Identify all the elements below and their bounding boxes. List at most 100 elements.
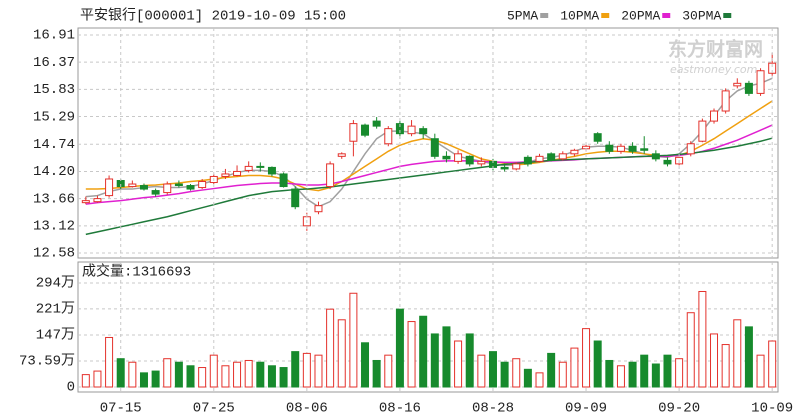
x-tick-label: 10-09 [751,401,793,417]
legend-label: 10PMA [560,8,599,23]
candle-body [395,123,404,135]
y-tick-label: 14.74 [33,137,75,153]
volume-bar [302,352,311,388]
volume-bar [314,354,323,388]
volume-bar [570,347,579,388]
volume-bar [710,333,719,388]
y-tick-label: 16.37 [33,55,75,71]
candle-body [430,138,439,157]
candle-body [326,163,335,188]
candle-body [151,190,160,195]
watermark: 东方财富网 [668,38,763,61]
x-tick-label: 08-06 [286,401,328,417]
volume-bar [279,367,288,388]
candle-body [570,149,579,155]
price-frame [77,27,779,259]
candle-body [384,128,393,145]
x-tick-label: 08-16 [379,401,421,417]
x-tick-label: 07-15 [100,401,142,417]
candle-body [663,159,672,165]
volume-bar [361,342,370,388]
candle-body [372,120,381,127]
candle-body [267,166,276,175]
volume-bar [233,361,242,388]
y-tick-label: 12.58 [33,246,75,262]
candle-body [558,153,567,160]
volume-bar [686,312,695,388]
candle-body [477,160,486,165]
volume-bar [116,358,125,388]
candle-body [244,165,253,171]
y-tick-label: 147万 [36,328,75,344]
y-tick-label: 73.59万 [19,354,75,370]
volume-bar [326,308,335,388]
legend-swatch [540,13,549,18]
candle-body [768,62,777,74]
candle-body [721,90,730,112]
volume-bar [628,361,637,388]
volume-frame [77,261,779,393]
volume-bar [244,359,253,388]
candle-body [163,183,172,194]
volume-bar [93,370,102,388]
legend-label: 30PMA [682,8,721,23]
candle-body [105,178,114,197]
candle-body [198,181,207,189]
candle-body [314,205,323,213]
y-tick-label: 13.12 [33,219,75,235]
candle-body [698,120,707,142]
watermark-url: eastmoney.com [670,63,757,76]
volume-bar [593,340,602,388]
volume-bar [558,361,567,388]
candle-body [174,183,183,187]
volume-bar [174,361,183,388]
candle-body [81,200,90,204]
volume-bar [675,358,684,388]
legend-label: 5PMA [507,8,538,23]
legend-swatch [601,13,610,18]
volume-bar [337,319,346,388]
volume-bar [291,351,300,388]
x-tick-label: 08-28 [472,401,514,417]
candle-body [640,148,649,151]
candle-body [535,155,544,162]
volume-bar [547,352,556,388]
candle-body [500,166,509,170]
legend: 5PMA 10PMA 20PMA 30PMA [507,8,732,23]
candle-body [616,145,625,152]
volume-bar [430,333,439,388]
volume-bar [209,354,218,388]
candle-body [744,82,753,94]
candle-body [512,163,521,170]
volume-bar [500,361,509,388]
candle-body [710,110,719,122]
candle-body [628,145,637,152]
legend-swatch [723,13,732,18]
volume-bar [454,340,463,388]
ma-line [85,100,773,192]
candle-body [419,128,428,135]
y-tick-label: 0 [67,380,75,396]
volume-bar [198,367,207,388]
candle-body [465,155,474,165]
volume-bar [267,365,276,388]
candle-body [256,165,265,168]
candle-body [454,153,463,162]
chart-title: 平安银行[000001] 2019-10-09 15:00 [80,8,346,25]
candle-body [523,156,532,165]
y-tick-label: 221万 [36,302,75,318]
volume-title: 成交量:1316693 [82,263,191,281]
y-tick-label: 15.29 [33,109,75,125]
candle-body [221,173,230,177]
y-tick-label: 294万 [36,276,75,292]
volume-bar [419,315,428,388]
legend-swatch [662,13,671,18]
legend-label: 20PMA [621,8,660,23]
volume-bar [768,340,777,388]
volume-bar [442,326,451,388]
candle-body [186,185,195,190]
x-tick-label: 07-25 [193,401,235,417]
candle-body [93,198,102,203]
volume-bar [756,354,765,388]
candle-body [651,153,660,160]
